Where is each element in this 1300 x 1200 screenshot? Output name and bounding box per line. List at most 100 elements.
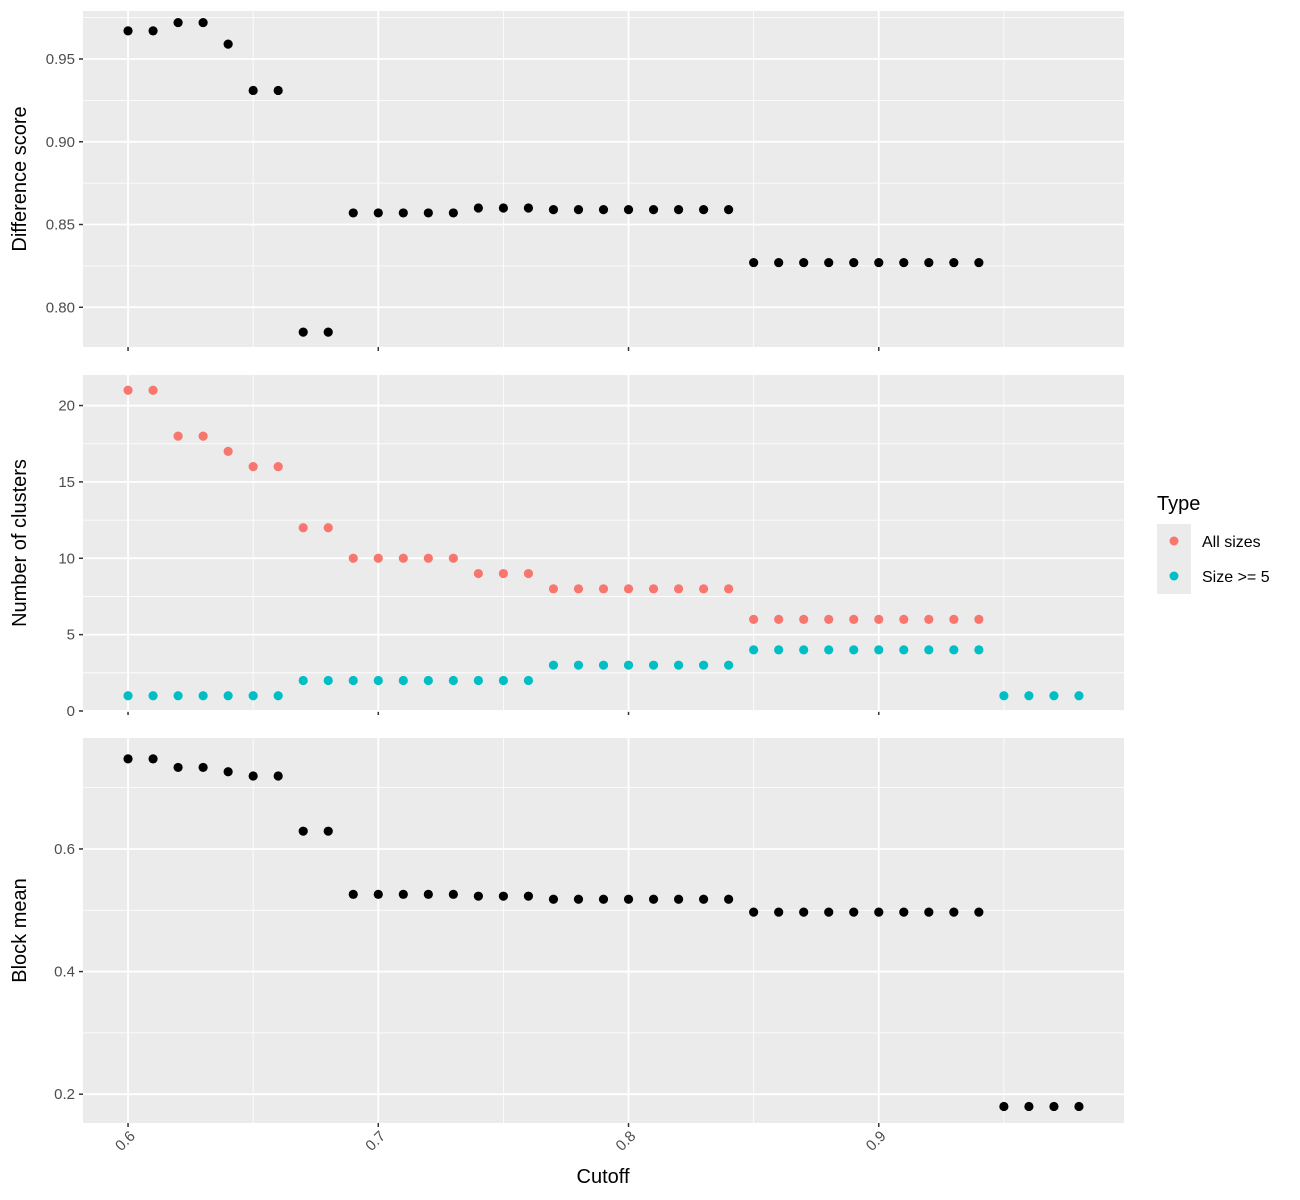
data-point bbox=[648, 660, 659, 670]
data-point bbox=[448, 889, 458, 899]
data-point bbox=[974, 614, 984, 624]
y-tick-label: 0.6 bbox=[54, 841, 75, 858]
data-point bbox=[849, 614, 859, 624]
data-point bbox=[749, 645, 759, 655]
data-point bbox=[323, 327, 333, 337]
legend-label-size-5: Size >= 5 bbox=[1202, 569, 1270, 586]
data-point bbox=[799, 645, 809, 655]
legend-key-size-5 bbox=[1169, 571, 1179, 581]
x-tick-label: 0.8 bbox=[613, 1128, 640, 1155]
data-point bbox=[548, 584, 559, 594]
panel-3: 0.2 0.4 0.6 Block mean bbox=[9, 738, 1124, 1127]
data-point bbox=[974, 907, 984, 917]
data-point bbox=[899, 614, 909, 624]
data-point bbox=[373, 553, 383, 563]
data-point bbox=[623, 205, 634, 215]
data-point bbox=[673, 205, 684, 215]
data-point bbox=[323, 523, 333, 533]
data-point bbox=[824, 614, 834, 624]
data-point bbox=[448, 208, 458, 218]
data-point bbox=[899, 257, 909, 268]
data-point bbox=[698, 660, 709, 670]
data-point bbox=[949, 614, 959, 624]
data-point bbox=[724, 660, 734, 670]
data-point bbox=[173, 431, 183, 441]
data-point bbox=[1074, 1101, 1084, 1112]
data-point bbox=[874, 907, 884, 917]
data-point bbox=[398, 208, 408, 218]
data-point bbox=[248, 462, 258, 472]
y-tick-label: 10 bbox=[58, 550, 75, 567]
data-point bbox=[924, 614, 934, 624]
data-point bbox=[924, 257, 934, 268]
data-point bbox=[598, 584, 609, 594]
data-point bbox=[774, 907, 784, 917]
data-point bbox=[373, 675, 383, 686]
data-point bbox=[724, 584, 734, 594]
data-point bbox=[648, 205, 659, 215]
chart-panels: 0.80 0.85 0.90 0.95 Difference score 0 5 10 15 20… bbox=[9, 11, 1124, 1155]
data-point bbox=[248, 771, 258, 781]
data-point bbox=[298, 826, 308, 836]
data-point bbox=[623, 894, 634, 904]
data-point bbox=[874, 257, 884, 268]
data-point bbox=[223, 446, 233, 456]
data-point bbox=[423, 889, 433, 899]
data-point bbox=[974, 257, 984, 268]
data-point bbox=[598, 205, 609, 215]
data-point bbox=[348, 208, 358, 218]
data-point bbox=[148, 691, 158, 701]
data-point bbox=[298, 675, 308, 686]
data-point bbox=[448, 675, 458, 686]
data-point bbox=[749, 907, 759, 917]
data-point bbox=[123, 385, 133, 395]
data-point bbox=[573, 584, 584, 594]
data-point bbox=[874, 614, 884, 624]
panel-background bbox=[83, 11, 1124, 347]
y-axis-title: Number of clusters bbox=[9, 459, 31, 627]
legend-key-all-sizes bbox=[1169, 536, 1179, 546]
panel-1: 0.80 0.85 0.90 0.95 Difference score bbox=[9, 11, 1124, 351]
data-point bbox=[573, 660, 584, 670]
y-tick-label: 0.4 bbox=[54, 964, 75, 981]
legend: Type All sizes Size >= 5 bbox=[1157, 493, 1270, 594]
data-point bbox=[423, 675, 433, 686]
data-point bbox=[173, 691, 183, 701]
data-point bbox=[949, 907, 959, 917]
data-point bbox=[1049, 1101, 1059, 1112]
data-point bbox=[523, 203, 534, 213]
data-point bbox=[498, 891, 509, 901]
panel-background bbox=[83, 375, 1124, 711]
data-point bbox=[724, 205, 734, 215]
data-point bbox=[223, 39, 233, 49]
legend-label-all-sizes: All sizes bbox=[1202, 534, 1261, 551]
y-tick-label: 0.2 bbox=[54, 1086, 75, 1103]
y-tick-label: 0 bbox=[67, 703, 75, 720]
data-point bbox=[548, 205, 559, 215]
data-point bbox=[623, 584, 634, 594]
y-tick-label: 0.80 bbox=[46, 299, 75, 316]
data-point bbox=[398, 889, 408, 899]
data-point bbox=[849, 907, 859, 917]
data-point bbox=[799, 907, 809, 917]
data-point bbox=[924, 645, 934, 655]
data-point bbox=[573, 205, 584, 215]
data-point bbox=[173, 17, 183, 28]
data-point bbox=[673, 660, 684, 670]
data-point bbox=[148, 26, 158, 36]
data-point bbox=[348, 889, 358, 899]
data-point bbox=[949, 645, 959, 655]
data-point bbox=[824, 907, 834, 917]
data-point bbox=[924, 907, 934, 917]
data-point bbox=[348, 675, 358, 686]
data-point bbox=[148, 754, 158, 764]
x-axis-title: Cutoff bbox=[577, 1166, 630, 1188]
data-point bbox=[123, 754, 133, 764]
data-point bbox=[799, 257, 809, 268]
legend-key-background bbox=[1157, 524, 1191, 594]
data-point bbox=[548, 894, 559, 904]
data-point bbox=[1024, 1101, 1034, 1112]
data-point bbox=[273, 462, 283, 472]
data-point bbox=[999, 691, 1009, 701]
